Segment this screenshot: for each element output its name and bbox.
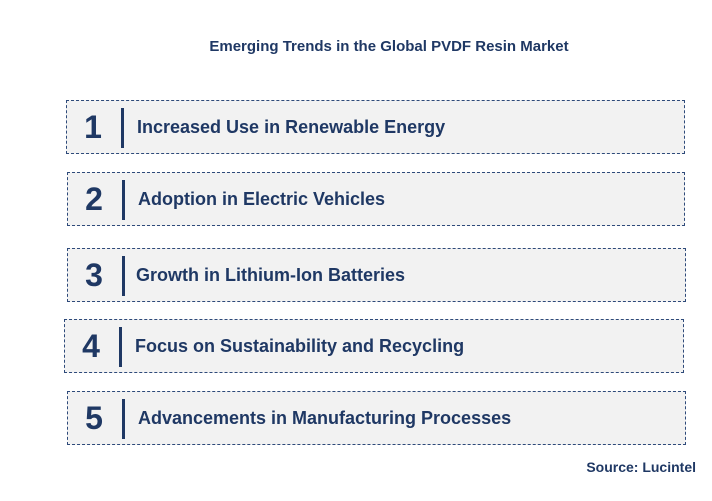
trend-divider: [119, 327, 122, 367]
source-credit: Source: Lucintel: [586, 459, 696, 475]
trend-number: 4: [82, 328, 100, 364]
trend-item-3: 3 Growth in Lithium-Ion Batteries: [67, 248, 686, 302]
trend-divider: [122, 399, 125, 439]
trend-label: Adoption in Electric Vehicles: [138, 189, 386, 209]
trend-divider: [122, 180, 125, 220]
trend-label: Advancements in Manufacturing Processes: [138, 408, 512, 428]
trend-number: 3: [85, 257, 103, 293]
trend-item-1: 1 Increased Use in Renewable Energy: [66, 100, 685, 154]
trend-number: 1: [84, 109, 102, 145]
trend-label: Growth in Lithium-Ion Batteries: [136, 265, 405, 285]
trend-label: Increased Use in Renewable Energy: [137, 117, 446, 137]
diagram-title: Emerging Trends in the Global PVDF Resin…: [209, 38, 569, 55]
trend-label: Focus on Sustainability and Recycling: [135, 336, 465, 356]
trend-divider: [121, 108, 124, 148]
trend-item-2: 2 Adoption in Electric Vehicles: [67, 172, 685, 226]
trend-item-4: 4 Focus on Sustainability and Recycling: [64, 319, 684, 373]
trend-number: 5: [85, 400, 103, 436]
trend-number: 2: [85, 181, 103, 217]
trend-divider: [122, 256, 125, 296]
trend-item-5: 5 Advancements in Manufacturing Processe…: [67, 391, 686, 445]
